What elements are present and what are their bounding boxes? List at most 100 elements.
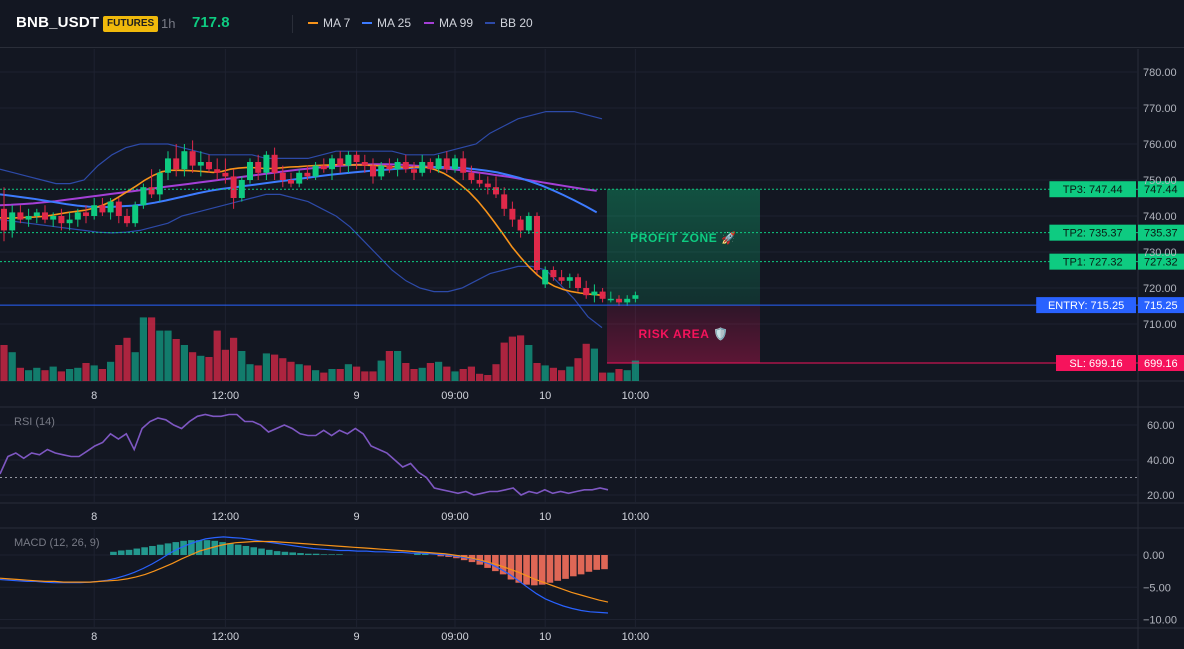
volume-bar [328,369,336,381]
legend-bb20[interactable]: BB 20 [485,16,533,30]
volume-bar [90,365,98,381]
macd-histogram-bar [593,555,601,570]
timeframe-label[interactable]: 1h [161,16,176,31]
candle-body [91,205,98,216]
volume-bar [25,370,33,381]
candle-body [181,151,188,170]
candle-body [632,295,639,299]
candle [181,144,188,177]
legend-ma7[interactable]: MA 7 [308,16,350,30]
candle-body [509,208,516,220]
candle [58,208,65,231]
price-tick-label: 750.00 [1143,175,1177,187]
volume-bar [115,345,123,381]
volume-bar [303,365,311,381]
volume-bar [238,351,246,381]
volume-bar [205,357,213,381]
candle-body [517,219,524,231]
candle [468,165,475,184]
volume-bar [508,336,516,381]
candle-body [230,176,237,198]
candle-body [435,158,442,170]
candle-body [501,194,508,209]
candle [419,154,426,177]
level-axis-label-tp1: 727.32 [1144,257,1178,269]
candle [132,201,139,227]
volume-bar [607,372,615,381]
candle [484,176,491,195]
candle [542,266,549,288]
candle [337,151,344,173]
macd-histogram-bar [219,542,226,555]
macd-histogram-bar [562,555,569,579]
candle-body [599,291,606,299]
candle-body [173,158,180,170]
macd-histogram-bar [414,553,421,555]
volume-bar [558,370,566,381]
volume-bar [16,367,24,381]
volume-bar [590,348,598,381]
volume-bar [353,366,361,381]
candle [99,198,106,216]
volume-bar [418,367,426,381]
macd-histogram-bar [538,555,546,585]
candle [534,212,540,274]
volume-bar [394,351,402,381]
candle-body [353,154,360,162]
price-time-label: 09:00 [441,390,469,402]
level-tag-tp3 [1049,181,1136,198]
volume-bar [615,369,623,381]
macd-time-label: 10 [539,631,551,643]
candle-body [583,288,590,296]
price-time-label: 9 [354,390,360,402]
level-tag-sl [1056,355,1136,372]
candle [402,154,409,173]
candle-body [566,277,573,281]
symbol-name[interactable]: BNB_USDT [16,14,100,31]
volume-bar [426,363,434,381]
volume-bar [336,369,344,381]
volume-bar [33,367,41,381]
candle [517,216,524,238]
candle [460,151,467,180]
candle [370,158,376,184]
volume-bar [459,369,467,381]
candle [247,158,253,184]
macd-tick-label: −10.00 [1143,615,1177,627]
volume-bar [435,361,443,381]
candle-body [279,172,286,180]
volume-bar [484,375,492,381]
macd-time-label: 8 [91,631,97,643]
macd-histogram-bar [242,545,250,555]
volume-bar [262,353,270,381]
legend-ma25[interactable]: MA 25 [362,16,411,30]
candle-body [427,162,434,170]
candle-body [493,187,499,195]
level-tag-label-tp1: TP1: 727.32 [1063,257,1123,269]
candle [165,151,171,180]
candle [345,151,352,173]
legend-label-ma25: MA 25 [377,16,412,30]
legend-label-bb20: BB 20 [500,16,533,30]
rsi-title: RSI (14) [14,416,55,428]
candle-body [452,158,458,170]
macd-histogram-bar [266,549,273,555]
candle-body [132,205,139,224]
legend-ma99[interactable]: MA 99 [424,16,473,30]
volume-bar [180,345,188,381]
volume-bar [443,366,451,381]
candle-body [345,154,352,166]
volume-bar [377,360,385,381]
candle-body [394,162,401,170]
volume-bar [123,337,131,381]
candle [616,295,622,306]
level-axis-tag-entry [1138,297,1184,314]
candle-body [337,158,344,166]
volume-bar [139,317,147,381]
macd-histogram-bar [437,555,445,557]
candle [476,172,483,188]
candle-body [189,151,196,166]
macd-histogram-bar [156,544,164,555]
candle [66,212,73,231]
